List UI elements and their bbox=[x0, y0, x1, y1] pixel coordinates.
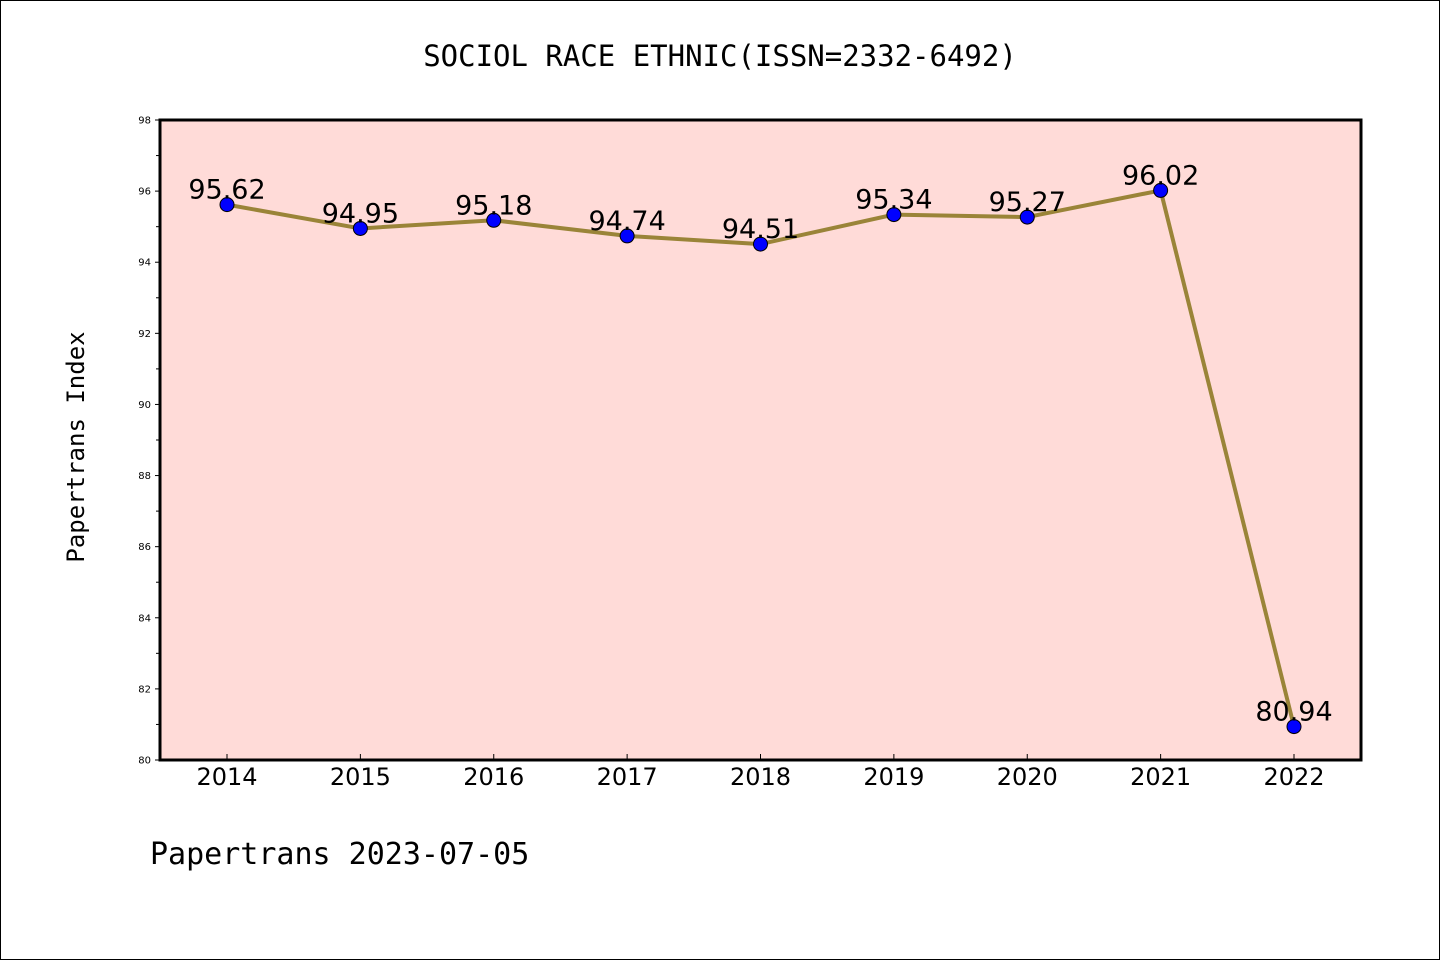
data-label: 94.74 bbox=[588, 206, 665, 237]
y-tick-label: 98 bbox=[138, 116, 151, 127]
y-tick-label: 86 bbox=[138, 542, 151, 553]
x-tick-label: 2017 bbox=[597, 763, 658, 791]
chart-title: SOCIOL RACE ETHNIC(ISSN=2332-6492) bbox=[423, 39, 1017, 73]
x-tick-label: 2015 bbox=[330, 763, 391, 791]
plot-border bbox=[158, 118, 1363, 762]
y-tick-label: 82 bbox=[138, 684, 151, 695]
data-label: 80.94 bbox=[1255, 697, 1332, 728]
y-tick-label: 96 bbox=[138, 187, 151, 198]
y-tick-label: 90 bbox=[138, 400, 151, 411]
data-points bbox=[219, 182, 1302, 735]
data-point bbox=[753, 236, 768, 252]
data-point bbox=[619, 228, 635, 244]
y-tick-label: 92 bbox=[138, 329, 151, 340]
data-point bbox=[1019, 209, 1035, 225]
data-label: 94.51 bbox=[722, 214, 799, 245]
data-point bbox=[219, 197, 235, 213]
data-label: 95.27 bbox=[989, 187, 1066, 218]
x-tick-label: 2021 bbox=[1130, 763, 1191, 791]
data-point bbox=[1153, 182, 1169, 198]
data-point bbox=[352, 220, 368, 236]
data-label: 95.34 bbox=[855, 185, 932, 216]
x-axis: 2014 2015 2016 2017 2018 2019 2020 2021 2022 bbox=[196, 754, 1325, 791]
footer-text: Papertrans 2023-07-05 bbox=[150, 837, 529, 872]
x-tick-label: 2016 bbox=[463, 763, 524, 791]
y-tick-label: 84 bbox=[138, 613, 151, 624]
y-axis: 80 82 84 86 88 90 92 94 96 98 bbox=[138, 116, 160, 767]
data-point bbox=[486, 212, 502, 228]
x-tick-label: 2019 bbox=[863, 763, 924, 791]
y-tick-label: 80 bbox=[138, 756, 151, 767]
data-point bbox=[886, 207, 902, 223]
data-label: 96.02 bbox=[1122, 160, 1199, 191]
y-tick-label: 94 bbox=[138, 258, 151, 269]
y-tick-label: 88 bbox=[138, 471, 151, 482]
data-point bbox=[1286, 719, 1302, 735]
data-labels: 95.62 94.95 95.18 94.74 94.51 95.34 95.27 96.02… bbox=[188, 160, 1332, 727]
x-tick-label: 2022 bbox=[1263, 763, 1324, 791]
x-tick-label: 2014 bbox=[196, 763, 257, 791]
x-tick-label: 2018 bbox=[730, 763, 791, 791]
y-axis-label: Papertrans Index bbox=[62, 331, 90, 562]
data-label: 95.62 bbox=[188, 175, 265, 206]
x-tick-label: 2020 bbox=[997, 763, 1058, 791]
data-label: 94.95 bbox=[322, 198, 399, 229]
data-label: 95.18 bbox=[455, 190, 532, 221]
